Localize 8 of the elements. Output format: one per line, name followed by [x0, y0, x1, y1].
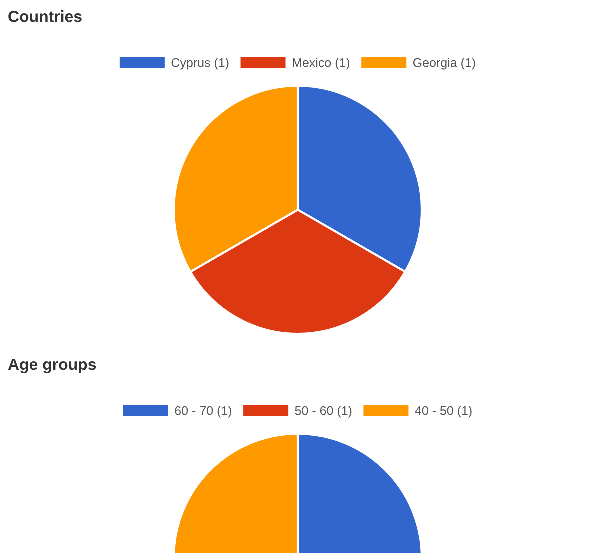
- chart-title: Countries: [8, 10, 82, 22]
- legend-label: Cyprus (1): [172, 58, 229, 70]
- legend-label: 40 - 50 (1): [415, 406, 472, 418]
- legend-label: Georgia (1): [413, 58, 476, 70]
- legend-label: 50 - 60 (1): [295, 406, 352, 418]
- chart-title: Age groups: [8, 359, 96, 374]
- legend-label: 60 - 70 (1): [175, 406, 232, 418]
- legend-label: Mexico (1): [293, 58, 350, 70]
